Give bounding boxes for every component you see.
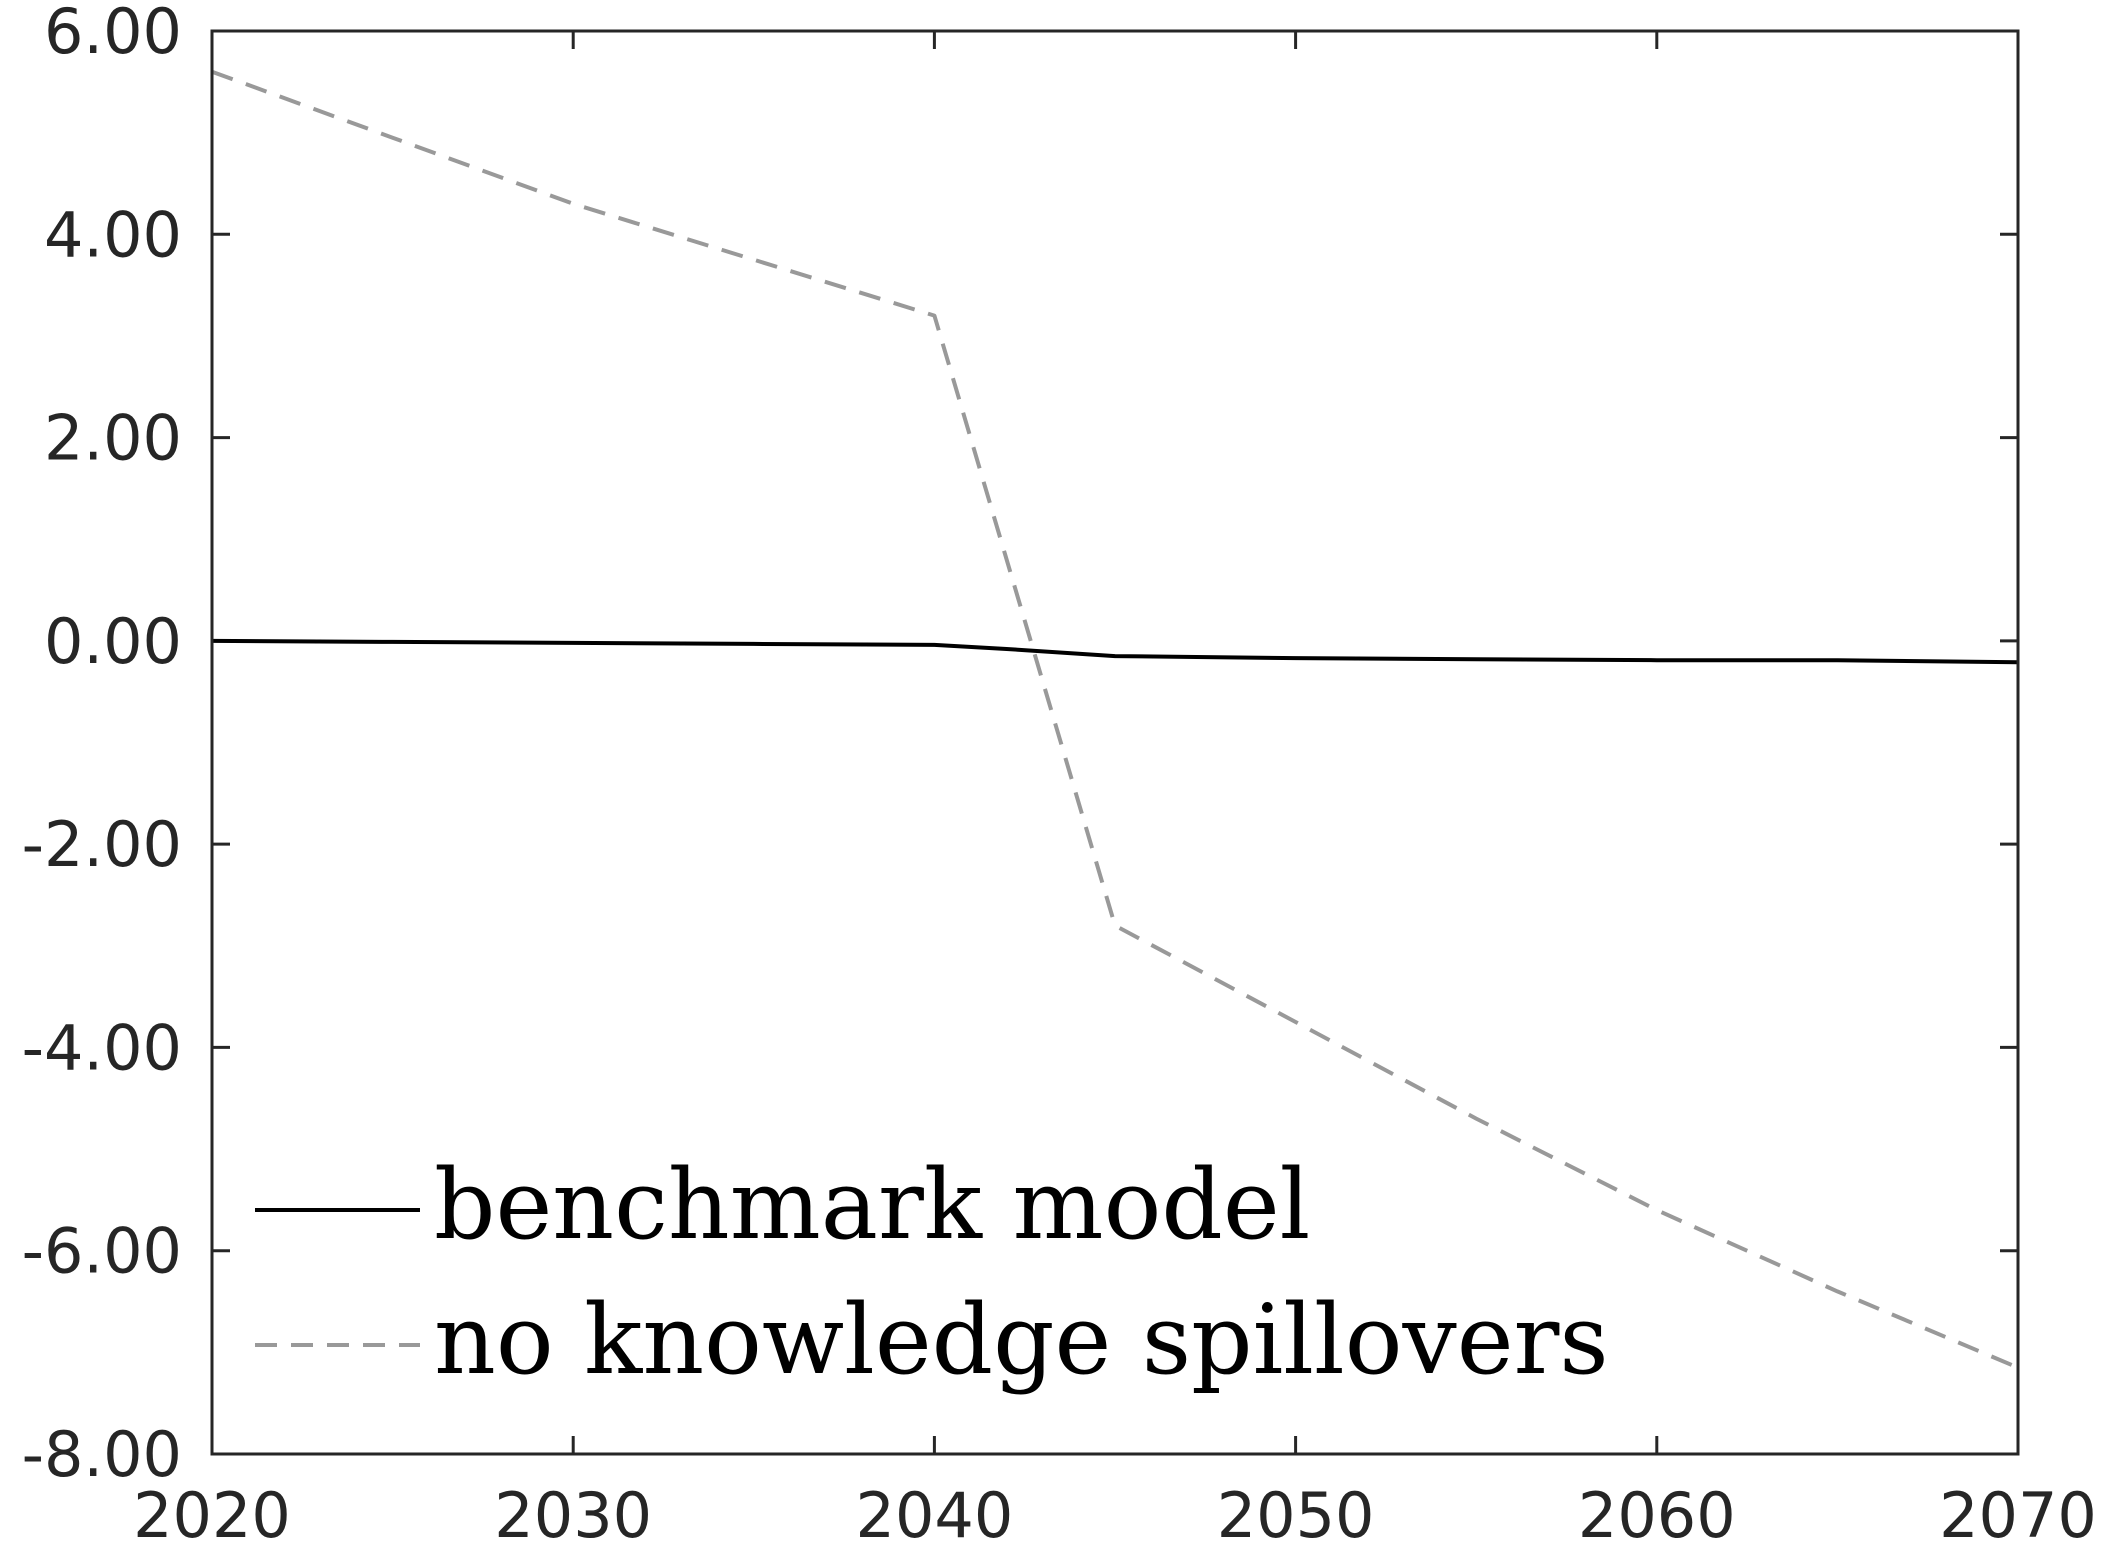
legend-label-1: benchmark model — [434, 1149, 1310, 1261]
x-tick-labels: 2020 2030 2040 2050 2060 2070 — [133, 1479, 2097, 1552]
y-tick-label: -4.00 — [22, 1011, 182, 1084]
series-line-1 — [211, 638, 2019, 665]
series-lines — [211, 69, 2019, 1370]
legend: benchmark model no knowledge spillovers — [255, 1149, 1609, 1396]
y-tick-label: -8.00 — [22, 1418, 182, 1491]
x-tick-label: 2030 — [494, 1479, 652, 1552]
x-tick-label: 2070 — [1939, 1479, 2097, 1552]
y-tick-label: 6.00 — [44, 0, 182, 68]
y-tick-label: 2.00 — [44, 402, 182, 475]
x-tick-label: 2020 — [133, 1479, 291, 1552]
y-tick-label: -6.00 — [22, 1215, 182, 1288]
y-tick-labels: 6.00 4.00 2.00 0.00 -2.00 -4.00 -6.00 -8.00 — [22, 0, 182, 1491]
y-tick-label: -2.00 — [22, 808, 182, 881]
legend-label-2: no knowledge spillovers — [434, 1284, 1609, 1396]
x-tick-label: 2040 — [856, 1479, 1014, 1552]
x-tick-label: 2050 — [1217, 1479, 1375, 1552]
plot-area-frame — [210, 29, 2020, 1456]
x-tick-label: 2060 — [1578, 1479, 1736, 1552]
y-tick-label: 4.00 — [44, 198, 182, 271]
y-tick-label: 0.00 — [44, 605, 182, 678]
